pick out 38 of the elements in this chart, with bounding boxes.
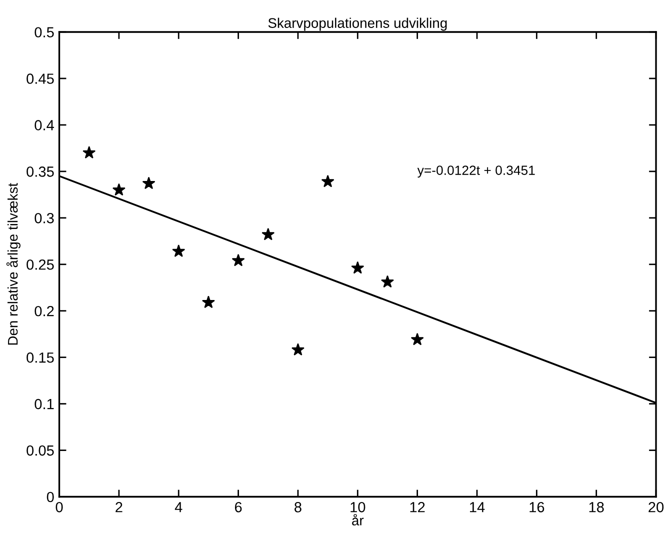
y-tick-label: 0.35 — [26, 166, 54, 177]
point — [291, 343, 304, 356]
point — [112, 183, 126, 196]
x-tick-label: 20 — [648, 502, 664, 512]
point — [262, 228, 275, 240]
point — [321, 174, 334, 188]
point — [202, 296, 215, 308]
x-axis-title: år — [352, 514, 364, 526]
y-tick-label: 0.3 — [34, 212, 54, 224]
point — [232, 254, 245, 266]
x-tick-label: 2 — [116, 502, 122, 512]
x-tick-label: 18 — [589, 502, 604, 512]
y-tick-label: 0.05 — [26, 445, 54, 456]
y-tick-label: 0.45 — [26, 74, 54, 84]
y-tick-label: 0.1 — [34, 398, 54, 410]
annotation: y=-0.0122t + 0.3451 — [417, 166, 535, 178]
point — [172, 244, 186, 257]
x-tick-label: 0 — [56, 502, 63, 512]
point — [351, 261, 364, 274]
point — [142, 176, 156, 190]
x-tick-label: 16 — [530, 502, 544, 512]
x-tick-label: 12 — [410, 502, 425, 512]
y-tick-label: 0.15 — [26, 352, 54, 363]
x-tick-label: 8 — [294, 502, 302, 512]
y-tick-label: 0.25 — [26, 259, 54, 270]
y-tick-label: 0.5 — [34, 27, 54, 38]
y-tick-label: 0.4 — [34, 120, 54, 130]
x-tick-label: 14 — [470, 502, 485, 512]
point — [380, 275, 394, 288]
y-tick-label: 0.2 — [34, 306, 54, 316]
x-tick-label: 10 — [350, 502, 366, 512]
y-axis-title: Den relative årlige tilvækst — [6, 183, 20, 345]
chart-title: Skarvpopulationens udvikling — [268, 18, 447, 31]
point — [82, 146, 96, 158]
point — [410, 332, 424, 346]
y-tick-label: 0 — [46, 492, 54, 502]
x-tick-label: 4 — [174, 502, 182, 512]
x-tick-label: 6 — [234, 502, 242, 512]
